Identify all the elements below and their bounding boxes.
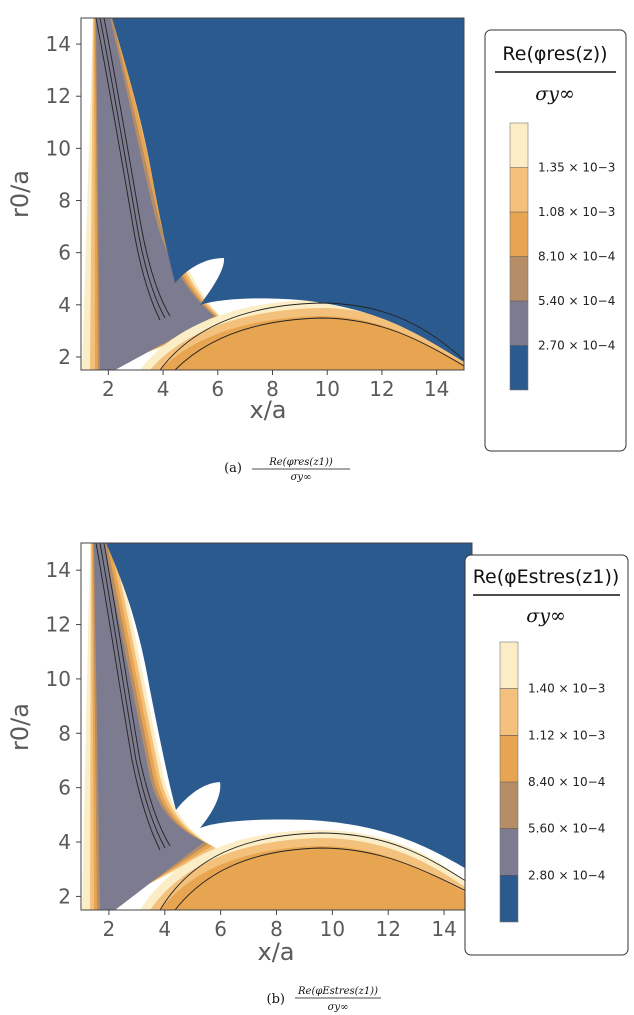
panel-a-legend: Re(φres(z)) σy∞ <box>484 29 627 452</box>
panel-a-contour-line-5 <box>174 317 464 370</box>
panel-b-legend-tick-label: 5.60 × 10−4 <box>528 822 605 836</box>
panel-a-legend-title-bottom: σy∞ <box>535 83 575 105</box>
panel-b-y-tick-label: 6 <box>58 776 71 800</box>
panel-a-legend-tick-label: 1.35 × 10−3 <box>538 161 615 175</box>
panel-a-y-tick-label: 10 <box>46 136 71 160</box>
panel-a-y-tick-label: 14 <box>46 32 71 56</box>
panel-a-legend-band <box>510 256 528 301</box>
panel-b-y-tick-label: 8 <box>58 721 71 745</box>
panel-b-x-tick-label: 2 <box>103 917 116 941</box>
panel-b-contour-plot: x/a r0/a Re(φEstres(z1)) σy∞ (b) Re(φEst… <box>6 542 629 1013</box>
panel-a-y-tick-label: 4 <box>58 293 71 317</box>
panel-b-right-lobe-level-3 <box>160 846 472 910</box>
panel-a-caption-label: (a) <box>224 461 242 476</box>
panel-b-legend-band <box>500 688 518 736</box>
panel-a-legend-title-top: Re(φres(z)) <box>502 43 607 65</box>
panel-b-contour-line-2 <box>99 543 166 849</box>
panel-a-x-tick-label: 6 <box>211 377 224 401</box>
panel-a-caption-denominator: σy∞ <box>291 472 312 483</box>
panel-a-contour-line-1 <box>95 18 161 321</box>
panel-b-legend-band <box>500 875 518 922</box>
panel-a-blue-region <box>112 18 464 362</box>
panel-a-y-axis-label: r0/a <box>6 170 34 218</box>
panel-b-y-axis-label: r0/a <box>6 703 34 751</box>
panel-b-legend-band <box>500 782 518 829</box>
panel-a-legend-tick-label: 1.08 × 10−3 <box>538 205 615 219</box>
panel-a-legend-band <box>510 167 528 212</box>
panel-a-legend-tick-label: 2.70 × 10−4 <box>538 339 615 353</box>
panel-b-legend-tick-label: 1.12 × 10−3 <box>528 728 605 742</box>
panel-a-y-tick-label: 8 <box>58 189 71 213</box>
panel-a-contour-plot: x/a r0/a Re(φres(z)) σy∞ (a) Re(φres(z1)… <box>6 17 627 483</box>
panel-a-legend-tick-label: 8.10 × 10−4 <box>538 250 615 264</box>
panel-b-legend-colorbar: 1.40 × 10−3 1.12 × 10−3 8.40 × 10−4 5.60 × … <box>499 641 605 923</box>
panel-a-y-tick-label: 2 <box>58 345 71 369</box>
panel-a-plot-area <box>81 18 464 370</box>
panel-a-caption-numerator: Re(φres(z1)) <box>268 457 333 468</box>
panel-a-x-axis-label: x/a <box>250 396 287 424</box>
panel-b-contour-line-1 <box>95 543 161 851</box>
panel-a-axis-ticks: 2 4 6 8 10 12 14 2 4 6 8 10 12 14 <box>46 32 450 401</box>
panel-b-legend-tick-label: 8.40 × 10−4 <box>528 775 605 789</box>
panel-b-contour-line-3 <box>103 543 171 847</box>
panel-b-legend-band <box>500 642 518 689</box>
panel-b-y-tick-label: 4 <box>58 830 71 854</box>
panel-b-y-tick-label: 10 <box>46 667 71 691</box>
panel-a-x-tick-label: 8 <box>266 377 279 401</box>
panel-a-x-tick-label: 14 <box>424 377 449 401</box>
panel-a-x-tick-label: 2 <box>102 377 115 401</box>
panel-b-caption-label: (b) <box>267 992 285 1007</box>
panel-b-contour-line-4 <box>159 832 472 910</box>
panel-a-left-lobe-level-5 <box>96 18 214 370</box>
panel-b-caption-denominator: σy∞ <box>328 1002 349 1013</box>
panel-b-left-lobe-level-5 <box>94 543 204 910</box>
panel-a-legend-band <box>510 301 528 346</box>
panel-a-contour-line-2 <box>99 18 166 319</box>
panel-a-legend-band <box>510 123 528 168</box>
panel-b-contour-line-5 <box>174 847 472 910</box>
panel-b-axis-ticks: 2 4 6 8 10 12 14 2 4 6 8 10 12 14 <box>46 558 457 941</box>
panel-a-y-tick-label: 6 <box>58 241 71 265</box>
panel-a-right-lobe-level-3 <box>160 316 464 370</box>
panel-b-legend-tick-label: 2.80 × 10−4 <box>528 868 605 882</box>
panel-a-legend-colorbar: 1.35 × 10−3 1.08 × 10−3 8.10 × 10−4 5.40 × … <box>509 122 615 391</box>
panel-a-y-tick-label: 12 <box>46 84 71 108</box>
panel-b-x-tick-label: 14 <box>431 917 456 941</box>
panel-b-x-tick-label: 4 <box>158 917 171 941</box>
panel-b-plot-area <box>81 543 472 910</box>
panel-b-y-tick-label: 12 <box>46 613 71 637</box>
panel-b-y-tick-label: 14 <box>46 558 71 582</box>
panel-a-legend-band <box>510 212 528 257</box>
panel-b-legend-title-bottom: σy∞ <box>526 605 566 627</box>
panel-b-blue-region <box>106 543 472 872</box>
panel-b-legend-band <box>500 735 518 782</box>
panel-b-x-tick-label: 6 <box>214 917 227 941</box>
panel-a-x-tick-label: 12 <box>369 377 394 401</box>
panel-a-contour-line-4 <box>159 302 464 370</box>
panel-a-x-tick-label: 4 <box>157 377 170 401</box>
panel-b-legend-title-top: Re(φEstres(z1)) <box>473 566 620 588</box>
panel-b-legend-band <box>500 828 518 876</box>
panel-b-y-tick-label: 2 <box>58 884 71 908</box>
panel-b-x-tick-label: 12 <box>375 917 400 941</box>
panel-a-legend-band <box>510 345 528 390</box>
panel-b-x-tick-label: 10 <box>320 917 345 941</box>
panel-b-legend: Re(φEstres(z1)) σy∞ <box>464 554 629 956</box>
panel-b-x-tick-label: 8 <box>270 917 283 941</box>
panel-b-legend-tick-label: 1.40 × 10−3 <box>528 682 605 696</box>
panel-a-contour-line-3 <box>103 18 171 317</box>
panel-a-x-tick-label: 10 <box>314 377 339 401</box>
panel-b-x-axis-label: x/a <box>258 938 295 966</box>
panel-b-caption-numerator: Re(φEstres(z1)) <box>297 986 378 997</box>
panel-a-legend-tick-label: 5.40 × 10−4 <box>538 294 615 308</box>
